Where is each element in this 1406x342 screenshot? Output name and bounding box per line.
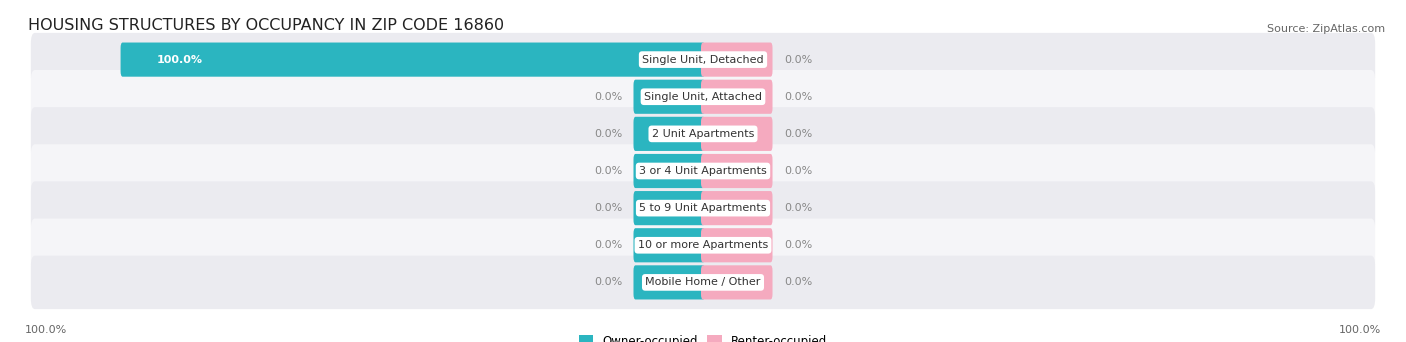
FancyBboxPatch shape xyxy=(702,80,772,114)
FancyBboxPatch shape xyxy=(31,256,1375,309)
Text: Single Unit, Attached: Single Unit, Attached xyxy=(644,92,762,102)
FancyBboxPatch shape xyxy=(634,191,704,225)
FancyBboxPatch shape xyxy=(702,228,772,262)
Text: 0.0%: 0.0% xyxy=(785,129,813,139)
Text: 2 Unit Apartments: 2 Unit Apartments xyxy=(652,129,754,139)
Text: Source: ZipAtlas.com: Source: ZipAtlas.com xyxy=(1267,24,1385,34)
Text: 0.0%: 0.0% xyxy=(593,129,621,139)
FancyBboxPatch shape xyxy=(634,228,704,262)
Text: 0.0%: 0.0% xyxy=(593,92,621,102)
FancyBboxPatch shape xyxy=(702,191,772,225)
Text: Single Unit, Detached: Single Unit, Detached xyxy=(643,55,763,65)
Text: 0.0%: 0.0% xyxy=(785,277,813,287)
Text: 100.0%: 100.0% xyxy=(156,55,202,65)
FancyBboxPatch shape xyxy=(634,154,704,188)
Text: 10 or more Apartments: 10 or more Apartments xyxy=(638,240,768,250)
FancyBboxPatch shape xyxy=(634,265,704,300)
FancyBboxPatch shape xyxy=(31,107,1375,161)
Text: 0.0%: 0.0% xyxy=(593,240,621,250)
Text: 0.0%: 0.0% xyxy=(785,55,813,65)
Legend: Owner-occupied, Renter-occupied: Owner-occupied, Renter-occupied xyxy=(574,330,832,342)
Text: 0.0%: 0.0% xyxy=(593,166,621,176)
FancyBboxPatch shape xyxy=(31,144,1375,198)
Text: 100.0%: 100.0% xyxy=(25,325,67,335)
Text: 0.0%: 0.0% xyxy=(785,240,813,250)
FancyBboxPatch shape xyxy=(31,219,1375,272)
FancyBboxPatch shape xyxy=(634,80,704,114)
Text: 100.0%: 100.0% xyxy=(1339,325,1381,335)
Text: HOUSING STRUCTURES BY OCCUPANCY IN ZIP CODE 16860: HOUSING STRUCTURES BY OCCUPANCY IN ZIP C… xyxy=(28,18,505,33)
FancyBboxPatch shape xyxy=(31,181,1375,235)
FancyBboxPatch shape xyxy=(702,265,772,300)
FancyBboxPatch shape xyxy=(702,154,772,188)
Text: 0.0%: 0.0% xyxy=(785,203,813,213)
Text: 3 or 4 Unit Apartments: 3 or 4 Unit Apartments xyxy=(640,166,766,176)
Text: 5 to 9 Unit Apartments: 5 to 9 Unit Apartments xyxy=(640,203,766,213)
FancyBboxPatch shape xyxy=(31,70,1375,123)
FancyBboxPatch shape xyxy=(634,117,704,151)
Text: 0.0%: 0.0% xyxy=(593,203,621,213)
FancyBboxPatch shape xyxy=(31,33,1375,86)
FancyBboxPatch shape xyxy=(702,117,772,151)
Text: Mobile Home / Other: Mobile Home / Other xyxy=(645,277,761,287)
Text: 0.0%: 0.0% xyxy=(785,166,813,176)
FancyBboxPatch shape xyxy=(121,42,704,77)
Text: 0.0%: 0.0% xyxy=(593,277,621,287)
Text: 0.0%: 0.0% xyxy=(785,92,813,102)
FancyBboxPatch shape xyxy=(702,42,772,77)
